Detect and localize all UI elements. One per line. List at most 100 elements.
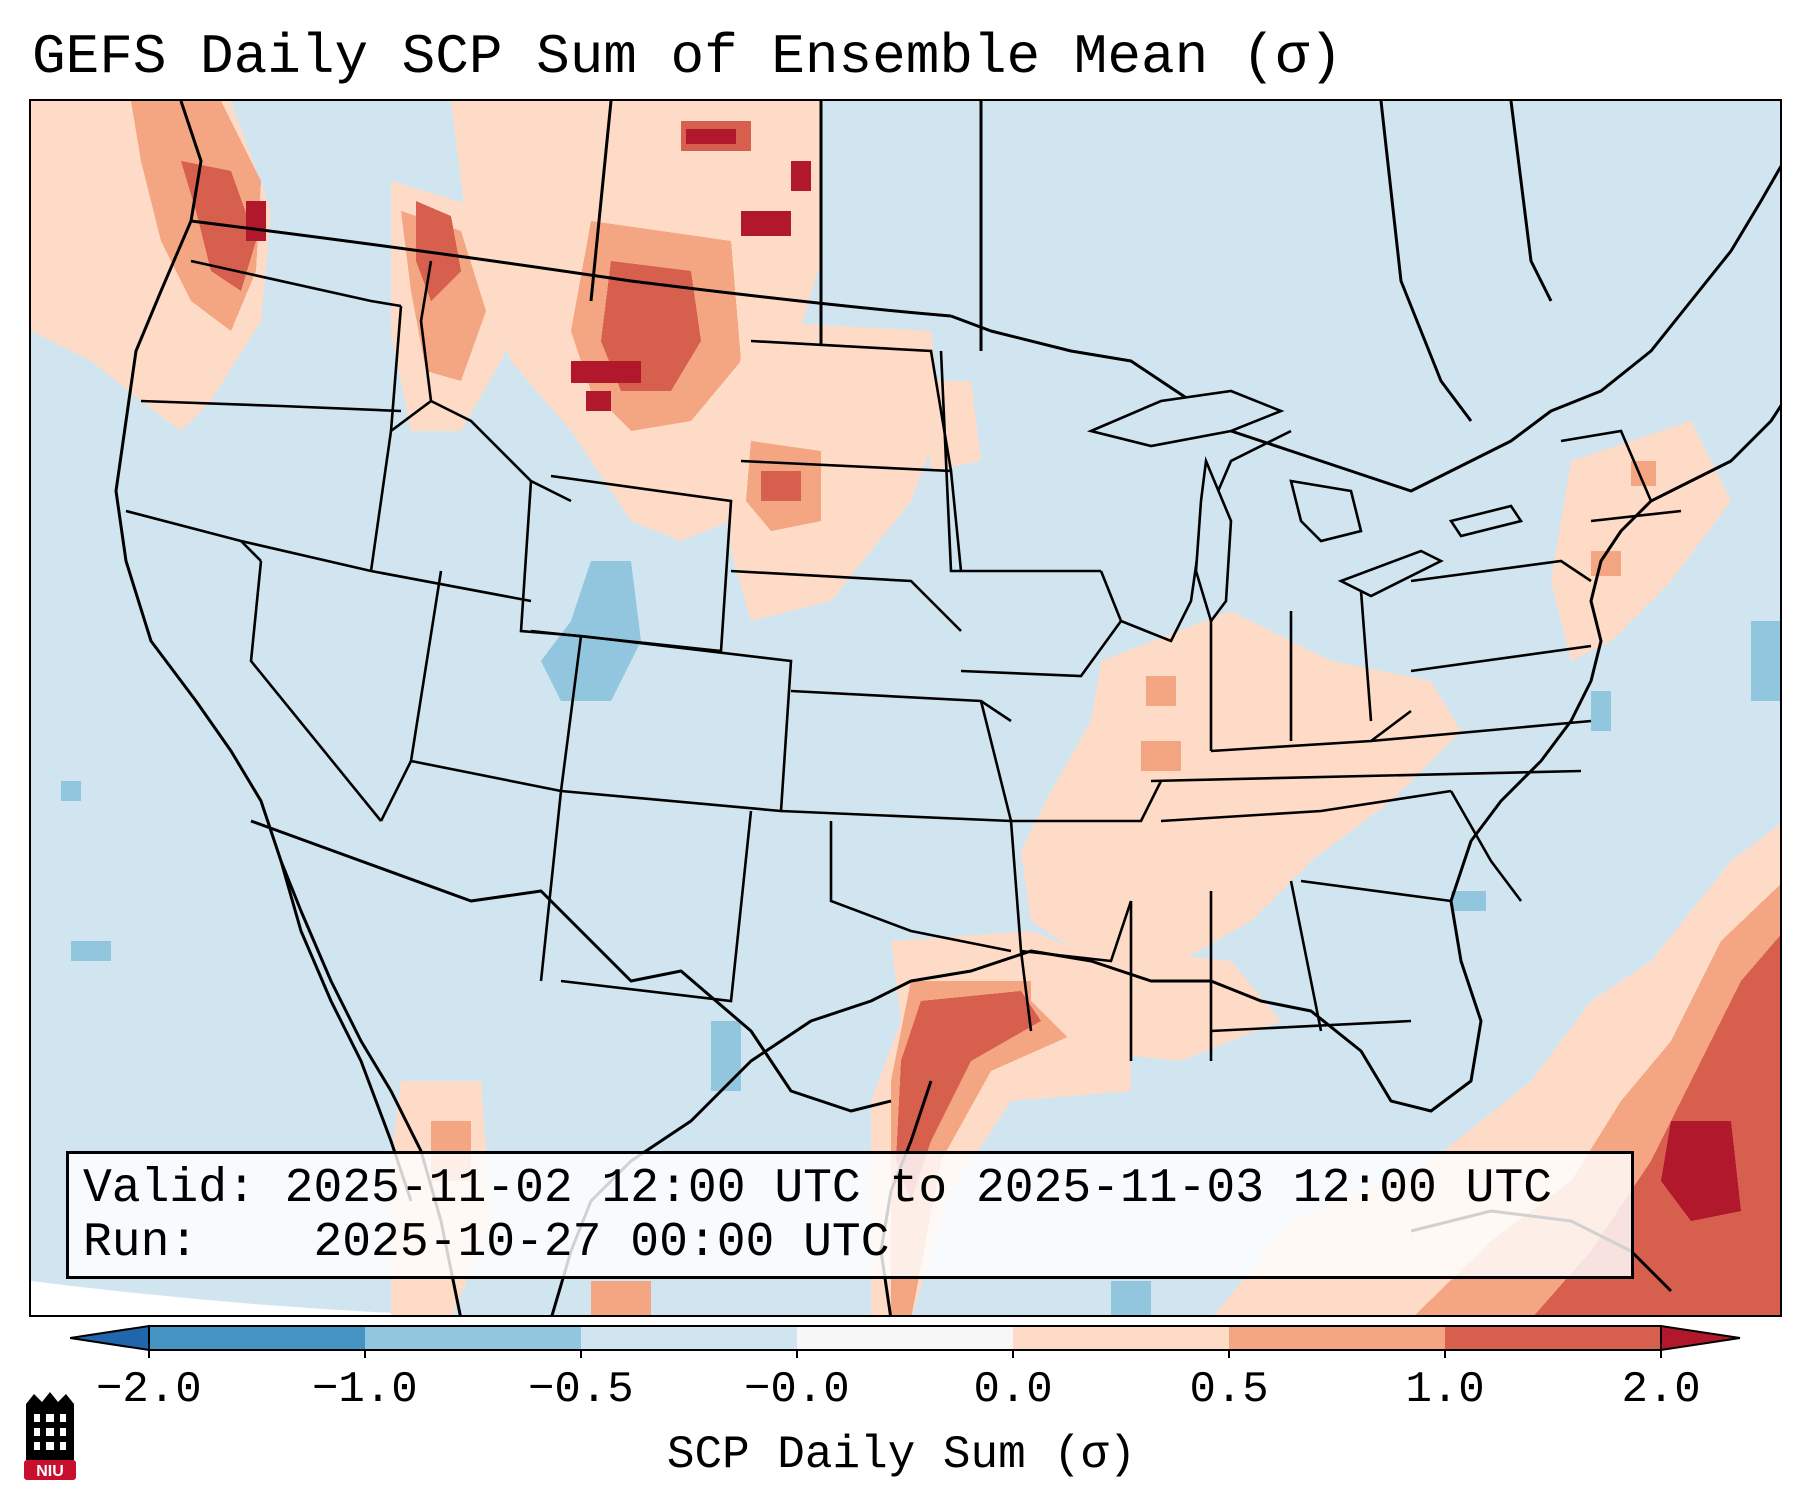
field-region-gulf-high bbox=[896, 991, 1041, 1201]
map-panel bbox=[29, 99, 1782, 1317]
gulf-coastline bbox=[550, 900, 1483, 1315]
colorbar-tick-label: 2.0 bbox=[1621, 1365, 1701, 1415]
field-cell bbox=[1111, 1281, 1151, 1315]
colorbar-segment bbox=[149, 1326, 365, 1350]
state-border bbox=[430, 399, 572, 503]
valid-run-info-box: Valid: 2025-11-02 12:00 UTC to 2025-11-0… bbox=[66, 1151, 1634, 1279]
field-cell bbox=[791, 161, 811, 191]
field-region-colorado-negative bbox=[541, 561, 641, 701]
state-border bbox=[1370, 719, 1592, 743]
field-region-pnw-high bbox=[181, 161, 256, 291]
field-cell bbox=[591, 1281, 651, 1315]
field-region-tennessee-valley bbox=[1021, 611, 1461, 961]
colorbar-tick-label: 0.0 bbox=[973, 1365, 1053, 1415]
colorbar-tick-label: −1.0 bbox=[312, 1365, 418, 1415]
map-title: GEFS Daily SCP Sum of Ensemble Mean (σ) bbox=[32, 25, 1343, 89]
state-border bbox=[140, 399, 402, 413]
colorbar-tick-label: −0.5 bbox=[528, 1365, 634, 1415]
state-border bbox=[1560, 429, 1653, 502]
east-coastline bbox=[1449, 404, 1780, 902]
valid-value: 2025-11-02 12:00 UTC to 2025-11-03 12:00… bbox=[284, 1162, 1553, 1216]
province-border bbox=[1379, 101, 1473, 422]
state-border bbox=[560, 810, 753, 1003]
field-region-atlantic-high bbox=[1534, 935, 1780, 1315]
field-region-montana-high bbox=[601, 261, 701, 391]
colorbar-segment bbox=[1013, 1326, 1229, 1350]
field-region-midwest-patch bbox=[921, 381, 981, 471]
state-border bbox=[190, 259, 402, 308]
field-region-atlantic-max bbox=[1661, 1121, 1741, 1221]
colorbar bbox=[70, 1324, 1741, 1358]
projection-edge bbox=[31, 1281, 437, 1315]
state-border bbox=[1009, 820, 1023, 952]
state-borders bbox=[125, 259, 1682, 1061]
colorbar-extend-low bbox=[70, 1324, 150, 1352]
state-border bbox=[960, 620, 1123, 678]
valid-label: Valid: bbox=[83, 1162, 256, 1216]
state-border bbox=[1359, 590, 1373, 722]
field-cell bbox=[1751, 621, 1780, 701]
colorbar-segment bbox=[797, 1326, 1013, 1350]
lake-michigan bbox=[1194, 455, 1233, 624]
field-cell bbox=[686, 129, 736, 144]
colorbar-segment bbox=[1229, 1326, 1445, 1350]
colorbar-outline bbox=[148, 1325, 1662, 1351]
field-cell bbox=[246, 201, 266, 241]
state-border bbox=[1020, 900, 1133, 963]
state-border bbox=[249, 560, 383, 822]
colorbar-segment bbox=[581, 1326, 797, 1350]
logo-text: NIU bbox=[36, 1463, 64, 1480]
state-border bbox=[1410, 644, 1592, 673]
state-border bbox=[979, 700, 1163, 823]
colorbar-extend-high bbox=[1660, 1324, 1741, 1352]
coastlines bbox=[114, 101, 1780, 1315]
lake-ontario bbox=[1448, 504, 1524, 538]
field-cell bbox=[71, 941, 111, 961]
state-border bbox=[1019, 950, 1033, 1032]
state-border bbox=[730, 569, 962, 632]
run-value: 2025-10-27 00:00 UTC bbox=[313, 1216, 890, 1270]
field-cell bbox=[586, 391, 611, 411]
state-border bbox=[1449, 790, 1523, 902]
state-border bbox=[1410, 559, 1592, 583]
colorbar-label: SCP Daily Sum (σ) bbox=[666, 1429, 1137, 1481]
canada-border-east bbox=[950, 164, 1780, 493]
colorbar-tick-label: 0.5 bbox=[1189, 1365, 1269, 1415]
field-region-northeast bbox=[1551, 421, 1731, 661]
colorbar-tick-label: −2.0 bbox=[96, 1365, 202, 1415]
run-label: Run: bbox=[83, 1216, 199, 1270]
canada-border bbox=[190, 219, 952, 318]
state-border bbox=[240, 540, 262, 562]
logo-banner bbox=[24, 1460, 76, 1480]
state-border bbox=[740, 459, 963, 572]
field-cell bbox=[61, 781, 81, 801]
field-cell bbox=[711, 1021, 741, 1091]
niu-logo: NIU bbox=[24, 1392, 76, 1480]
province-border bbox=[589, 101, 613, 302]
west-coastline bbox=[114, 101, 462, 1315]
field-region-dakotas bbox=[721, 321, 941, 621]
map-canvas bbox=[31, 101, 1780, 1315]
state-border bbox=[1289, 880, 1323, 1032]
state-border bbox=[1150, 769, 1582, 783]
field-cell bbox=[571, 361, 641, 383]
state-border bbox=[1590, 509, 1682, 523]
colorbar-segment bbox=[365, 1326, 581, 1350]
colorbar-tick-label: −0.0 bbox=[744, 1365, 850, 1415]
lake-erie bbox=[1337, 549, 1444, 598]
field-cell bbox=[741, 211, 791, 236]
state-border bbox=[125, 509, 532, 603]
state-border bbox=[1300, 879, 1452, 903]
mexico-border bbox=[250, 819, 892, 1113]
state-border bbox=[939, 350, 1101, 573]
lake-huron bbox=[1289, 479, 1363, 543]
colorbar-segment bbox=[1445, 1326, 1661, 1350]
state-border bbox=[410, 759, 562, 793]
field-cell bbox=[1146, 676, 1176, 706]
state-border bbox=[1210, 1019, 1412, 1033]
state-border bbox=[560, 634, 793, 813]
state-border bbox=[1099, 429, 1292, 643]
field-cell bbox=[761, 471, 801, 501]
great-lakes bbox=[1086, 389, 1524, 624]
state-border bbox=[780, 809, 1012, 823]
